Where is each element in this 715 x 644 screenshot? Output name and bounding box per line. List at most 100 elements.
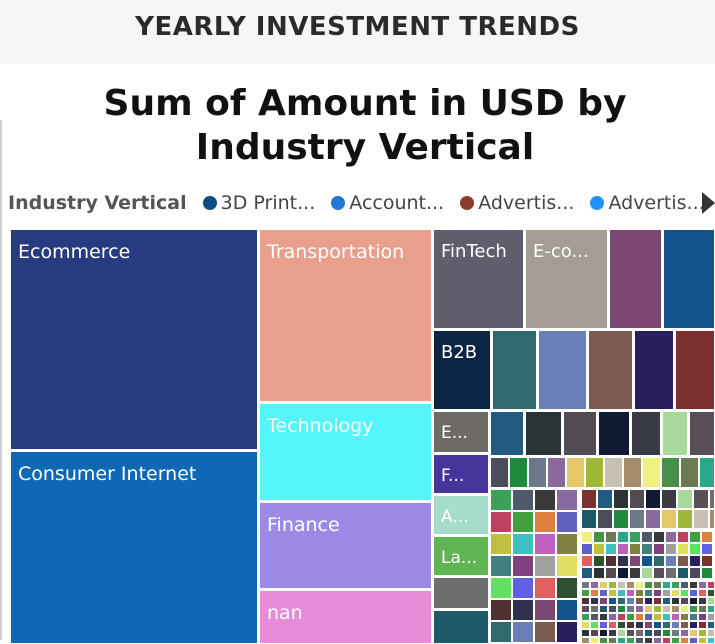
treemap-tile-4[interactable] <box>537 329 588 411</box>
treemap-tile-11[interactable] <box>597 410 631 457</box>
legend-item-2[interactable]: Account... <box>331 192 444 214</box>
treemap-tile-93[interactable] <box>664 542 678 556</box>
treemap-tile-122[interactable] <box>607 580 618 590</box>
treemap-tile-61[interactable] <box>644 488 662 510</box>
treemap-tile-63[interactable] <box>676 488 694 510</box>
treemap-tile-202[interactable] <box>652 620 663 630</box>
treemap-tile-194[interactable] <box>580 620 591 630</box>
treemap-tile-155[interactable] <box>634 596 645 606</box>
treemap-tile-fintech[interactable] <box>432 228 525 330</box>
treemap-tile-191[interactable] <box>688 612 699 622</box>
treemap-tile-141[interactable] <box>643 588 654 598</box>
treemap-tile-237[interactable] <box>697 636 708 644</box>
treemap-tile-162[interactable] <box>697 596 708 606</box>
treemap-tile-211[interactable] <box>598 628 609 638</box>
treemap-tile-213[interactable] <box>616 628 627 638</box>
treemap-tile-32[interactable] <box>555 488 579 512</box>
treemap-tile-53[interactable] <box>489 620 513 644</box>
treemap-tile-34[interactable] <box>511 510 535 534</box>
legend-item-3[interactable]: Advertis... <box>460 192 574 214</box>
treemap-tile-127[interactable] <box>652 580 663 590</box>
treemap-tile-221[interactable] <box>688 628 699 638</box>
treemap-tile-222[interactable] <box>697 628 708 638</box>
treemap-tile-64[interactable] <box>692 488 710 510</box>
treemap-tile-166[interactable] <box>598 604 609 614</box>
treemap-tile-83[interactable] <box>676 530 690 544</box>
treemap-tile-199[interactable] <box>625 620 636 630</box>
treemap-tile-137[interactable] <box>607 588 618 598</box>
treemap-tile-68[interactable] <box>612 508 630 530</box>
treemap-tile-10[interactable] <box>562 410 598 457</box>
treemap-tile-7[interactable] <box>674 329 715 411</box>
treemap-tile-117[interactable] <box>688 566 702 580</box>
treemap-tile-209[interactable] <box>580 628 591 638</box>
treemap-tile-227[interactable] <box>607 636 618 644</box>
treemap-tile-108[interactable] <box>580 566 594 580</box>
treemap-tile-22[interactable] <box>584 456 605 489</box>
treemap-tile-230[interactable] <box>634 636 645 644</box>
treemap-tile-f-[interactable] <box>432 453 490 495</box>
treemap-tile-201[interactable] <box>643 620 654 630</box>
treemap-tile-8[interactable] <box>489 410 525 457</box>
treemap-tile-204[interactable] <box>670 620 681 630</box>
treemap-tile-185[interactable] <box>634 612 645 622</box>
treemap-tile-2[interactable] <box>662 228 715 330</box>
treemap-tile-138[interactable] <box>616 588 627 598</box>
treemap-tile-73[interactable] <box>692 508 710 530</box>
treemap-tile-120[interactable] <box>589 580 600 590</box>
treemap-tile-195[interactable] <box>589 620 600 630</box>
treemap-tile-235[interactable] <box>679 636 690 644</box>
treemap-tile-130[interactable] <box>679 580 690 590</box>
treemap-tile-78[interactable] <box>616 530 630 544</box>
treemap-tile-171[interactable] <box>643 604 654 614</box>
treemap-tile-103[interactable] <box>652 554 666 568</box>
treemap-tile-182[interactable] <box>607 612 618 622</box>
treemap-tile-89[interactable] <box>616 542 630 556</box>
treemap-tile-210[interactable] <box>589 628 600 638</box>
treemap-tile-105[interactable] <box>676 554 690 568</box>
treemap-tile-21[interactable] <box>565 456 586 489</box>
treemap-tile-216[interactable] <box>643 628 654 638</box>
treemap-tile-82[interactable] <box>664 530 678 544</box>
treemap-tile-159[interactable] <box>670 596 681 606</box>
treemap-tile-44[interactable] <box>555 554 579 578</box>
treemap-tile-102[interactable] <box>640 554 654 568</box>
treemap-tile-234[interactable] <box>670 636 681 644</box>
treemap-tile-92[interactable] <box>652 542 666 556</box>
treemap-tile-154[interactable] <box>625 596 636 606</box>
treemap-tile-29[interactable] <box>489 488 513 512</box>
treemap-tile-54[interactable] <box>511 620 535 644</box>
treemap-tile-3[interactable] <box>491 329 538 411</box>
treemap-tile-205[interactable] <box>679 620 690 630</box>
treemap-tile-165[interactable] <box>589 604 600 614</box>
treemap-tile-123[interactable] <box>616 580 627 590</box>
treemap-tile-224[interactable] <box>580 636 591 644</box>
treemap-tile-57[interactable] <box>580 488 598 510</box>
treemap-tile-150[interactable] <box>589 596 600 606</box>
treemap-tile-48[interactable] <box>555 576 579 600</box>
treemap-tile-151[interactable] <box>598 596 609 606</box>
treemap-tile-77[interactable] <box>604 530 618 544</box>
treemap-tile-58[interactable] <box>596 488 614 510</box>
treemap-tile-217[interactable] <box>652 628 663 638</box>
treemap-tile-70[interactable] <box>644 508 662 530</box>
treemap-tile-149[interactable] <box>580 596 591 606</box>
treemap-tile-110[interactable] <box>604 566 618 580</box>
treemap-tile-135[interactable] <box>589 588 600 598</box>
legend-item-4[interactable]: Advertis... <box>590 192 705 214</box>
treemap-tile-38[interactable] <box>511 532 535 556</box>
treemap-tile-112[interactable] <box>628 566 642 580</box>
treemap-tile-167[interactable] <box>607 604 618 614</box>
treemap-tile-157[interactable] <box>652 596 663 606</box>
treemap-tile-163[interactable] <box>706 596 715 606</box>
treemap-tile-51[interactable] <box>533 598 557 622</box>
treemap-tile-136[interactable] <box>598 588 609 598</box>
treemap-tile-176[interactable] <box>688 604 699 614</box>
treemap-tile-214[interactable] <box>625 628 636 638</box>
treemap-tile-208[interactable] <box>706 620 715 630</box>
treemap-tile-238[interactable] <box>706 636 715 644</box>
treemap-tile-190[interactable] <box>679 612 690 622</box>
treemap-tile-28[interactable] <box>698 456 715 489</box>
treemap-tile-186[interactable] <box>643 612 654 622</box>
treemap-tile-45[interactable] <box>489 576 513 600</box>
